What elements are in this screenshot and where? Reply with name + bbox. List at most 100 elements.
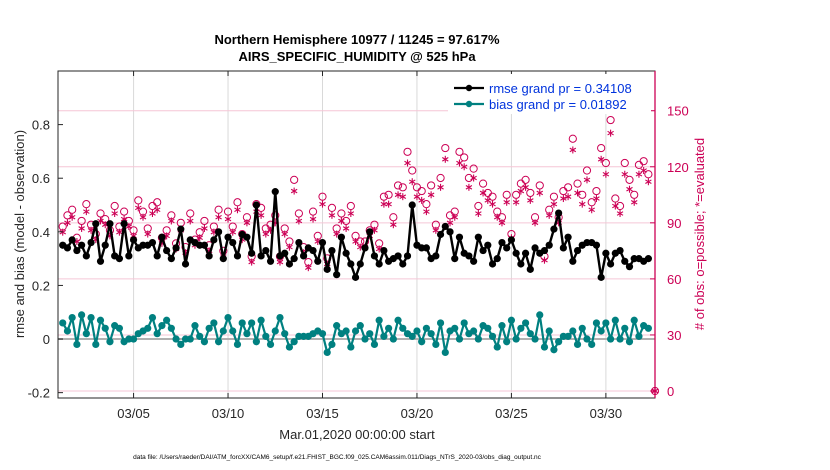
obs-possible-point <box>644 170 653 179</box>
rmse-point <box>451 255 459 263</box>
rmse-point <box>323 265 331 273</box>
obs-evaluated-point <box>583 176 591 184</box>
rmse-point <box>101 241 109 249</box>
rmse-point <box>422 244 431 252</box>
bias-point <box>418 338 426 346</box>
obs-possible-point <box>601 158 610 168</box>
bias-point <box>229 327 237 335</box>
obs-possible-point <box>559 186 568 196</box>
obs-possible-point <box>535 181 544 190</box>
legend-rmse-label: rmse grand pr = 0.34108 <box>489 81 632 96</box>
bias-point <box>436 319 445 327</box>
y-tick-label: 0.6 <box>32 171 50 186</box>
rmse-point <box>470 257 478 265</box>
obs-evaluated-point <box>465 183 473 191</box>
obs-evaluated-point <box>593 195 600 203</box>
obs-evaluated-point <box>248 258 255 266</box>
obs-possible-point <box>271 211 280 220</box>
bias-point <box>248 319 256 327</box>
bias-point <box>347 343 355 351</box>
obs-possible-point <box>611 194 620 203</box>
rmse-point <box>569 257 577 265</box>
obs-possible-point <box>521 175 530 184</box>
bias-point <box>342 327 350 335</box>
legend-rmse-marker <box>465 84 473 92</box>
obs-evaluated-point <box>290 187 298 195</box>
y-axis-label: rmse and bias (model - observation) <box>12 130 27 338</box>
rmse-point <box>607 260 615 268</box>
rmse-point <box>257 252 265 260</box>
obs-possible-point <box>512 190 521 199</box>
obs-evaluated-point <box>475 209 482 217</box>
rmse-point <box>224 233 232 241</box>
rmse-point <box>333 271 341 279</box>
obs-evaluated-point <box>215 213 222 221</box>
obs-evaluated-point <box>635 170 643 178</box>
rmse-point <box>219 255 227 263</box>
obs-possible-point <box>318 192 327 201</box>
obs-possible-point <box>502 190 511 199</box>
rmse-point <box>181 260 190 268</box>
obs-possible-point <box>393 181 403 190</box>
y-tick-label: -0.2 <box>28 386 50 401</box>
rmse-point <box>465 252 473 260</box>
obs-evaluated-point <box>380 200 388 208</box>
obs-evaluated-point <box>423 208 430 216</box>
legend-bias-label: bias grand pr = 0.01892 <box>489 97 627 112</box>
rmse-point <box>295 238 303 247</box>
axis-ticks: 03/05 03/10 03/15 03/20 03/25 03/30 0 30 60 90 120… <box>28 71 689 421</box>
bias-point <box>177 340 185 348</box>
legend-box <box>448 74 651 114</box>
x-tick-label: 03/15 <box>306 406 339 421</box>
right-y-tick-label: 90 <box>667 216 681 231</box>
rmse-point <box>262 246 270 255</box>
bias-point <box>92 340 100 348</box>
obs-evaluated-point <box>153 206 161 214</box>
bias-point <box>460 319 468 327</box>
rmse-point <box>158 233 166 241</box>
right-y-tick-label: 30 <box>667 328 681 343</box>
obs-possible-point <box>308 207 318 216</box>
bias-point <box>573 340 582 348</box>
bias-point <box>536 311 544 319</box>
chart-subtitle: AIRS_SPECIFIC_HUMIDITY @ 525 hPa <box>238 49 476 64</box>
obs-evaluated-point <box>531 219 539 227</box>
bias-point <box>333 322 341 330</box>
obs-possible-point <box>427 181 436 190</box>
x-tick-label: 03/10 <box>212 406 245 421</box>
bias-point <box>583 335 591 343</box>
rmse-point <box>503 244 511 252</box>
obs-possible-point <box>582 166 592 175</box>
obs-evaluated-point <box>517 187 525 195</box>
obs-possible-point <box>455 147 464 156</box>
rmse-point <box>87 238 95 247</box>
obs-evaluated-point <box>607 129 614 137</box>
obs-possible-point <box>346 201 355 211</box>
bias-point <box>78 311 86 319</box>
rmse-point <box>328 246 336 255</box>
obs-evaluated-point <box>168 217 175 225</box>
bias-point <box>488 332 497 340</box>
obs-evaluated-point <box>186 217 194 225</box>
legend-bias-marker <box>465 100 473 108</box>
obs-evaluated-point <box>541 256 548 264</box>
obs-evaluated-point <box>479 189 487 197</box>
bias-point <box>493 343 501 351</box>
obs-evaluated-point <box>281 230 288 238</box>
bias-point <box>257 316 265 324</box>
rmse-point <box>248 249 256 257</box>
rmse-point <box>493 255 501 263</box>
bias-point <box>408 332 416 340</box>
obs-evaluated-point <box>328 211 336 219</box>
rmse-point <box>366 228 374 236</box>
rmse-point <box>370 252 379 260</box>
obs-evaluated-point <box>437 183 444 191</box>
bias-point <box>625 338 634 346</box>
rmse-point <box>479 246 487 255</box>
obs-evaluated-point <box>83 208 90 216</box>
right-y-tick-label: 150 <box>667 104 689 119</box>
rmse-point <box>266 257 275 265</box>
obs-possible-point <box>214 205 223 214</box>
bias-point <box>503 338 511 346</box>
rmse-point <box>82 252 90 260</box>
